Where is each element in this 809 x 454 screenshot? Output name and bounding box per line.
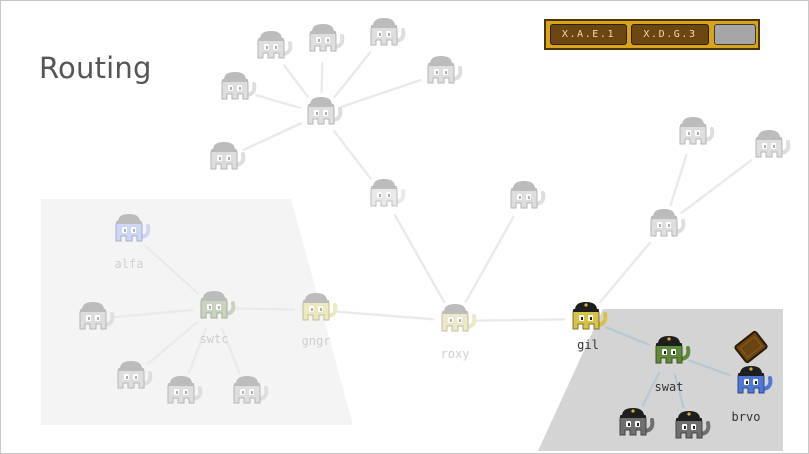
address-chip-empty[interactable]	[714, 24, 756, 45]
address-bar: X.A.E.1 X.D.G.3	[544, 19, 760, 50]
edge-swtc-left-c	[187, 327, 208, 374]
node-roxy[interactable]	[441, 304, 477, 332]
node-top-6[interactable]	[210, 142, 246, 170]
node-label-swat: swat	[655, 380, 684, 394]
node-label-brvo: brvo	[732, 410, 761, 424]
node-brvo[interactable]	[737, 366, 773, 394]
node-top-hub[interactable]	[307, 97, 343, 125]
edge-swat-bottom-b	[673, 373, 685, 408]
node-label-roxy: roxy	[441, 347, 470, 361]
node-right-1[interactable]	[510, 181, 546, 209]
node-swat[interactable]	[655, 336, 691, 364]
node-left-a[interactable]	[79, 302, 115, 330]
edge-gil-swat	[605, 326, 650, 346]
node-ne-hub[interactable]	[650, 209, 686, 237]
node-top-1[interactable]	[257, 31, 293, 59]
edge-gngr-roxy	[336, 310, 435, 321]
edge-alfa-swtc	[144, 244, 199, 295]
node-gil[interactable]	[572, 302, 608, 330]
edge-top-2-top-hub	[333, 51, 372, 98]
node-bottom-a[interactable]	[619, 408, 655, 436]
edge-top-3-top-hub	[254, 93, 302, 110]
edge-ne-hub-ne-1	[669, 153, 688, 207]
edge-top-6-top-hub	[242, 122, 303, 151]
node-bottom-b[interactable]	[675, 411, 711, 439]
edge-mid-roxy	[393, 213, 446, 304]
edge-swat-brvo	[688, 359, 732, 377]
node-alfa[interactable]	[115, 214, 151, 242]
node-left-b[interactable]	[117, 361, 153, 389]
edge-right-1-roxy	[464, 215, 515, 304]
node-top-4[interactable]	[427, 56, 463, 84]
page-title: Routing	[39, 51, 152, 85]
edge-swtc-left-a	[113, 308, 194, 319]
edge-swtc-left-d	[220, 327, 241, 374]
edge-swat-bottom-a	[641, 371, 661, 407]
node-ne-2[interactable]	[755, 130, 791, 158]
package-box-icon[interactable]	[734, 330, 768, 364]
edge-gil-ne-hub	[598, 241, 652, 304]
node-mid[interactable]	[370, 179, 406, 207]
region-right	[538, 309, 783, 451]
node-top-5[interactable]	[309, 24, 345, 52]
node-swtc[interactable]	[200, 291, 236, 319]
node-label-gil: gil	[577, 338, 599, 352]
node-label-alfa: alfa	[115, 257, 144, 271]
address-chip-2[interactable]: X.D.G.3	[631, 24, 709, 45]
edge-top-hub-mid	[333, 130, 372, 180]
node-label-swtc: swtc	[200, 332, 229, 346]
node-ne-1[interactable]	[679, 117, 715, 145]
node-label-gngr: gngr	[302, 334, 331, 348]
edge-top-1-top-hub	[283, 64, 309, 98]
edge-top-5-top-hub	[320, 61, 324, 94]
node-gngr[interactable]	[302, 293, 338, 321]
node-left-c[interactable]	[167, 376, 203, 404]
node-top-2[interactable]	[370, 18, 406, 46]
edge-roxy-gil	[475, 318, 566, 322]
edge-ne-hub-ne-2	[680, 159, 753, 214]
address-chip-1[interactable]: X.A.E.1	[550, 24, 627, 45]
edge-swtc-left-b	[146, 320, 199, 366]
edge-swtc-gngr	[234, 307, 296, 311]
node-top-3[interactable]	[221, 72, 257, 100]
edge-top-4-top-hub	[340, 78, 422, 109]
node-left-d[interactable]	[233, 376, 269, 404]
